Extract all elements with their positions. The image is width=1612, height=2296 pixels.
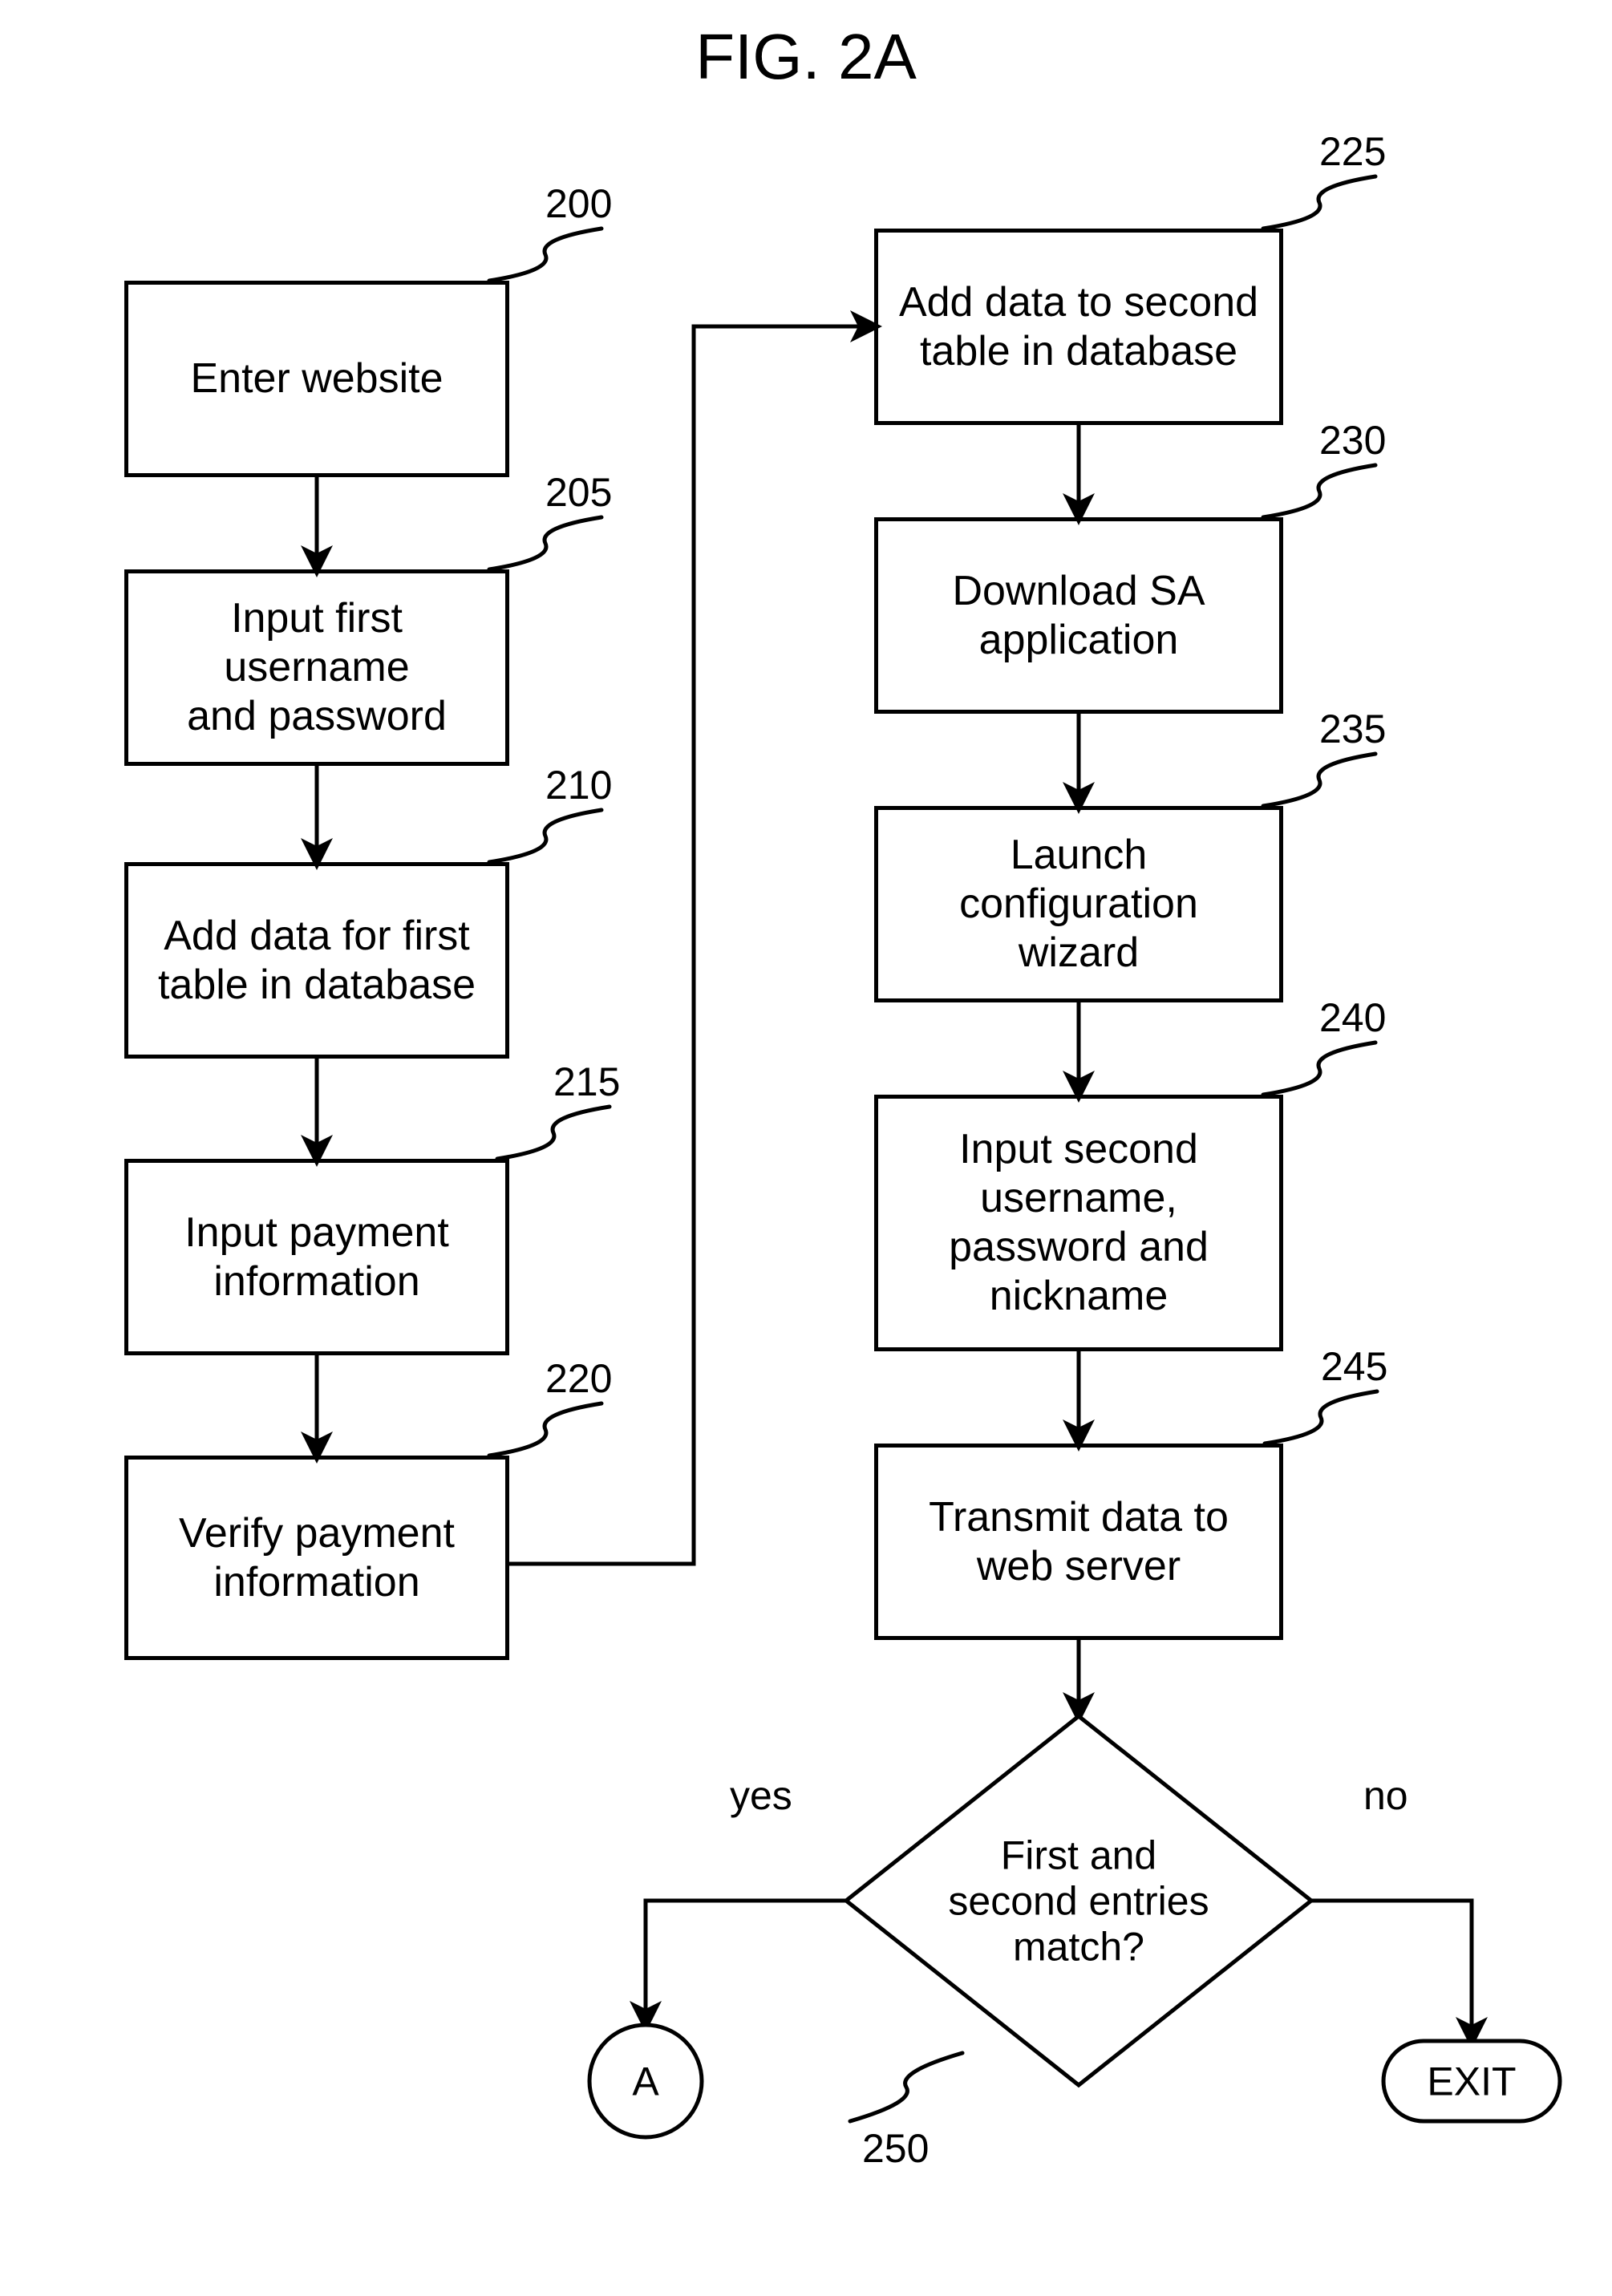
figure-title-text: FIG. 2A xyxy=(695,21,917,92)
node-200-text: Enter website xyxy=(174,354,459,403)
ref-220: 220 xyxy=(545,1355,612,1402)
ref-210: 210 xyxy=(545,762,612,808)
node-235: Launchconfiguration wizard xyxy=(874,806,1283,1002)
node-245-text: Transmit data toweb server xyxy=(913,1493,1245,1591)
node-235-text: Launchconfiguration wizard xyxy=(878,831,1279,978)
node-220: Verify paymentinformation xyxy=(124,1456,509,1660)
node-230: Download SAapplication xyxy=(874,517,1283,714)
decision-group: First andsecond entriesmatch? xyxy=(846,1716,1311,2085)
ref-235: 235 xyxy=(1319,706,1386,752)
node-215-text: Input paymentinformation xyxy=(168,1209,465,1306)
ref-215: 215 xyxy=(553,1059,620,1105)
node-225: Add data to secondtable in database xyxy=(874,229,1283,425)
decision-text-line-1: second entries xyxy=(948,1879,1209,1924)
node-240-text: Input secondusername,password andnicknam… xyxy=(933,1125,1225,1321)
ref-245: 245 xyxy=(1321,1343,1387,1390)
node-230-text: Download SAapplication xyxy=(936,567,1221,665)
decision-text-line-2: match? xyxy=(1013,1925,1144,1970)
terminals-group: A EXIT xyxy=(589,2025,1560,2137)
node-210-text: Add data for firsttable in database xyxy=(142,912,492,1010)
node-220-text: Verify paymentinformation xyxy=(163,1509,471,1607)
ref-200: 200 xyxy=(545,180,612,227)
decision-text-line-0: First and xyxy=(1001,1833,1157,1878)
ref-240: 240 xyxy=(1319,994,1386,1041)
ref-230: 230 xyxy=(1319,417,1386,464)
edge-label-no: no xyxy=(1363,1772,1408,1819)
node-245: Transmit data toweb server xyxy=(874,1444,1283,1640)
node-225-text: Add data to secondtable in database xyxy=(883,278,1274,376)
figure-title: FIG. 2A xyxy=(0,20,1612,94)
ref-250: 250 xyxy=(862,2125,929,2172)
node-200: Enter website xyxy=(124,281,509,477)
edge-label-yes: yes xyxy=(730,1772,792,1819)
terminal-exit-label: EXIT xyxy=(1427,2059,1516,2104)
node-215: Input paymentinformation xyxy=(124,1159,509,1355)
node-205-text: Input first usernameand password xyxy=(128,594,505,741)
node-205: Input first usernameand password xyxy=(124,569,509,766)
ref-225: 225 xyxy=(1319,128,1386,175)
terminal-a-label: A xyxy=(632,2059,659,2104)
node-240: Input secondusername,password andnicknam… xyxy=(874,1095,1283,1351)
ref-205: 205 xyxy=(545,469,612,516)
node-210: Add data for firsttable in database xyxy=(124,862,509,1059)
